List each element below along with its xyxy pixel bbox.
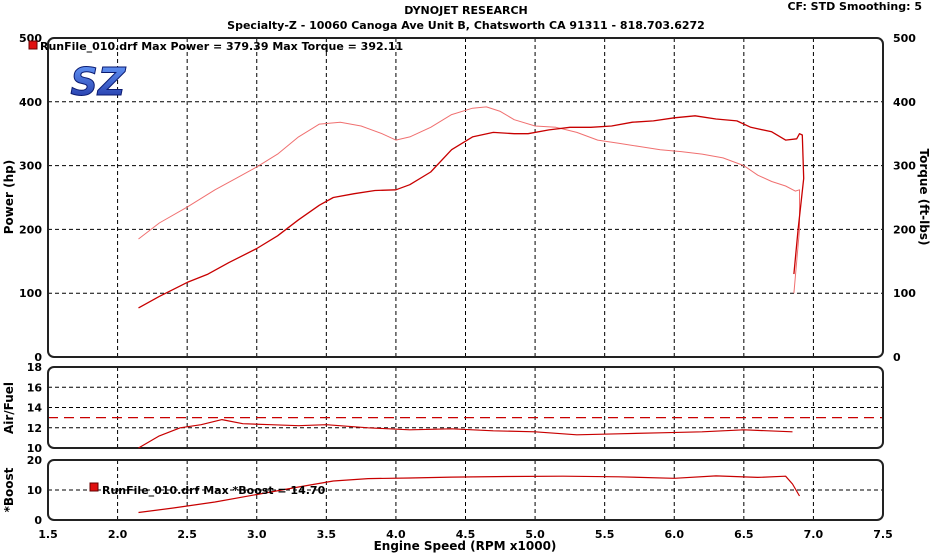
y-tick-label: 0 <box>34 514 42 527</box>
chart-subtitle: Specialty-Z - 10060 Canoga Ave Unit B, C… <box>227 19 705 32</box>
plot-frames <box>47 37 884 521</box>
y2-tick-label: 0 <box>893 351 901 364</box>
y-tick-label: 300 <box>19 160 42 173</box>
y-tick-label: 0 <box>34 351 42 364</box>
x-tick-label: 2.0 <box>108 528 128 541</box>
brand-logo: SZ <box>71 60 127 104</box>
y2-tick-label: 500 <box>893 32 916 45</box>
y2-tick-label: 300 <box>893 160 916 173</box>
y-tick-label: 10 <box>27 442 43 455</box>
y-axis-label-air-fuel: Air/Fuel <box>2 382 16 434</box>
axis-labels: Engine Speed (RPM x1000) Power (hp) Torque… <box>2 149 931 553</box>
x-tick-label: 2.5 <box>177 528 197 541</box>
x-tick-label: 4.5 <box>456 528 476 541</box>
y-tick-label: 100 <box>19 287 42 300</box>
x-tick-label: 3.0 <box>247 528 267 541</box>
x-tick-label: 5.5 <box>595 528 615 541</box>
panel-frame <box>47 366 884 449</box>
x-axis-label: Engine Speed (RPM x1000) <box>374 539 557 553</box>
y-tick-label: 200 <box>19 223 42 236</box>
legend-marker-power <box>28 40 38 50</box>
power-line <box>138 115 805 309</box>
torque-line <box>138 106 800 294</box>
y2-tick-label: 200 <box>893 223 916 236</box>
series-layer <box>138 106 805 514</box>
legend-marker-boost <box>89 482 99 492</box>
chart-title: DYNOJET RESEARCH <box>404 4 528 17</box>
y-tick-label: 400 <box>19 96 42 109</box>
y-axis-label-torque: Torque (ft-lbs) <box>917 149 931 246</box>
tick-labels: 0100200300400500101214161801020010020030… <box>19 32 916 541</box>
x-tick-label: 6.0 <box>665 528 685 541</box>
y2-tick-label: 100 <box>893 287 916 300</box>
legends: RunFile_010.drf Max Power = 379.39 Max T… <box>28 40 403 497</box>
x-tick-label: 5.0 <box>525 528 545 541</box>
legend-power-torque: RunFile_010.drf Max Power = 379.39 Max T… <box>40 40 403 53</box>
y-axis-label-boost: *Boost <box>2 467 16 512</box>
x-tick-label: 7.5 <box>873 528 893 541</box>
correction-settings: CF: STD Smoothing: 5 <box>787 0 922 13</box>
x-tick-label: 1.5 <box>38 528 58 541</box>
boost-line <box>138 475 801 514</box>
y-tick-label: 18 <box>27 361 42 374</box>
y-tick-label: 12 <box>27 422 42 435</box>
x-tick-label: 7.0 <box>804 528 824 541</box>
y2-tick-label: 400 <box>893 96 916 109</box>
y-tick-label: 10 <box>27 484 43 497</box>
legend-boost: RunFile_010.drf Max *Boost = 14.70 <box>102 484 326 497</box>
panel-frame <box>47 459 884 521</box>
x-tick-label: 6.5 <box>734 528 754 541</box>
y-tick-label: 14 <box>27 402 43 415</box>
y-tick-label: 20 <box>27 454 43 467</box>
y-axis-label-power: Power (hp) <box>2 160 16 234</box>
air-fuel-line <box>138 419 793 449</box>
x-tick-label: 3.5 <box>317 528 337 541</box>
panel-frame <box>47 37 884 358</box>
x-tick-label: 4.0 <box>386 528 406 541</box>
y-tick-label: 16 <box>27 381 43 394</box>
